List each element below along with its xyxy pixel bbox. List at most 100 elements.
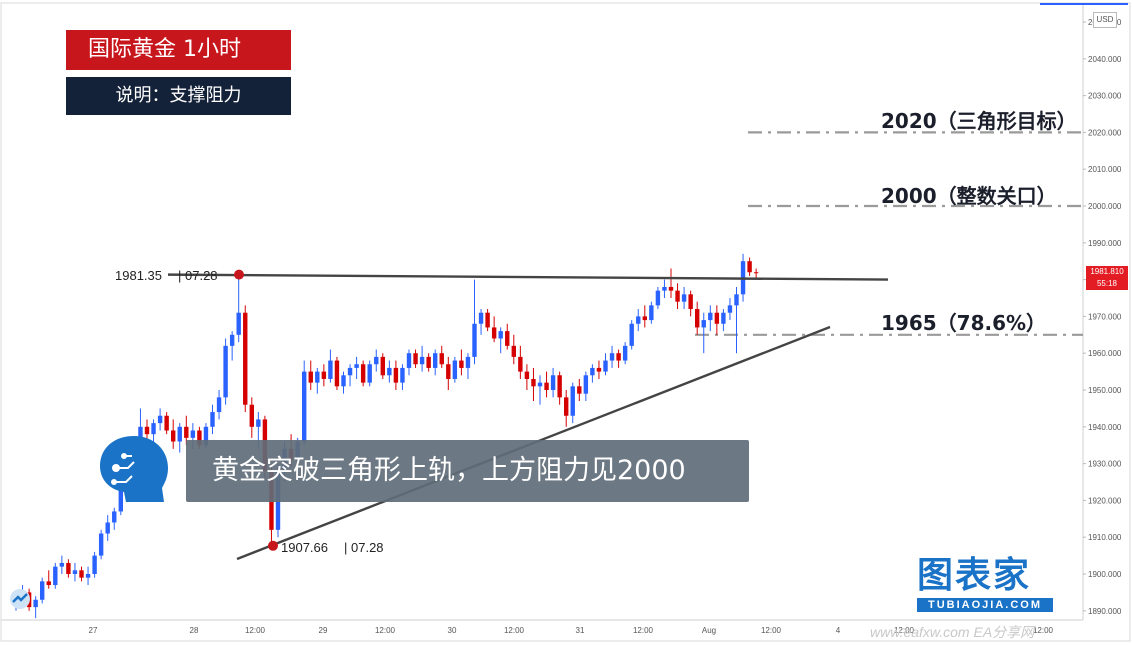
- x-tick-label: 28: [190, 626, 199, 635]
- candle: [465, 353, 471, 379]
- chart-title-badge: 国际黄金 1小时: [66, 30, 291, 70]
- y-tick-label: 1890.000: [1088, 607, 1122, 616]
- level-label-2000: 2000（整数关口）: [881, 184, 1057, 208]
- candle: [714, 305, 720, 335]
- candle-body: [347, 367, 353, 376]
- candle-body: [537, 382, 543, 387]
- candle: [347, 364, 353, 387]
- candle-body: [387, 367, 392, 376]
- candle-body: [308, 371, 313, 383]
- candle: [570, 382, 575, 424]
- candle: [668, 268, 674, 298]
- candle: [459, 349, 464, 376]
- candle-body: [184, 426, 189, 438]
- candle: [341, 371, 346, 394]
- candle-body: [446, 364, 451, 379]
- candle: [144, 419, 150, 442]
- candle-body: [478, 312, 484, 324]
- candle: [537, 375, 543, 405]
- candle: [577, 378, 582, 402]
- candle: [616, 349, 621, 368]
- candle: [151, 419, 156, 446]
- candle-body: [92, 555, 97, 574]
- candle-body: [727, 305, 733, 313]
- currency-badge[interactable]: USD: [1093, 12, 1117, 28]
- candle-body: [577, 386, 582, 394]
- candle-body: [701, 320, 706, 328]
- candle-body: [564, 397, 569, 416]
- candle-body: [164, 415, 169, 431]
- x-tick-label: 12:00: [504, 626, 525, 635]
- candle: [550, 367, 556, 398]
- analysis-caption: 黄金突破三角形上轨，上方阻力见2000: [186, 440, 749, 502]
- candle-body: [374, 356, 379, 365]
- high-date-text: 07.28: [185, 268, 218, 283]
- candle: [400, 364, 405, 390]
- candle-body: [105, 522, 110, 534]
- x-tick-label: 12:00: [245, 626, 266, 635]
- candle-body: [203, 426, 209, 446]
- candle-body: [216, 397, 222, 413]
- candle-body: [79, 570, 84, 578]
- level-label-1965: 1965（78.6%）: [881, 311, 1047, 335]
- y-tick-label: 2020.000: [1088, 128, 1122, 137]
- candle-body: [734, 294, 739, 306]
- y-tick-label: 1900.000: [1088, 570, 1122, 579]
- candle-body: [33, 599, 38, 608]
- x-tick-label: 12:00: [894, 626, 915, 635]
- candle: [112, 507, 117, 530]
- candle-body: [302, 371, 307, 442]
- logo-cn-text: 图表家: [917, 555, 1032, 596]
- candle: [596, 360, 602, 379]
- candle-body: [590, 367, 595, 376]
- low-price-label: 1907.66: [281, 540, 328, 555]
- low-date-label: | 07.28: [344, 540, 384, 555]
- candle: [216, 390, 222, 420]
- candle-body: [59, 562, 65, 567]
- candle-body: [406, 353, 412, 368]
- candle-body: [380, 356, 385, 376]
- candle: [721, 309, 726, 332]
- candle-body: [649, 305, 654, 321]
- candle-body: [511, 345, 516, 357]
- low-point-marker: [268, 540, 278, 551]
- candle-body: [151, 423, 156, 435]
- candle: [433, 349, 438, 376]
- candle: [72, 562, 78, 582]
- candle: [406, 349, 412, 376]
- candle: [360, 360, 366, 387]
- candle: [85, 566, 91, 586]
- y-tick-label: 2000.000: [1088, 202, 1122, 211]
- candle-body: [393, 367, 399, 383]
- candle-body: [223, 345, 228, 398]
- x-tick-label: 29: [319, 626, 328, 635]
- x-tick-label: 12:00: [1033, 626, 1054, 635]
- candlestick-series: [13, 253, 759, 619]
- candle-body: [609, 353, 615, 361]
- date-separator: |: [178, 268, 185, 283]
- candle: [393, 360, 399, 390]
- candle: [236, 274, 241, 343]
- current-price-value: 1981.810: [1090, 267, 1124, 276]
- candle: [622, 342, 628, 365]
- candle-body: [596, 367, 602, 372]
- candle-body: [695, 309, 700, 328]
- candle: [243, 305, 248, 413]
- candle-body: [341, 375, 346, 387]
- candle-body: [321, 371, 327, 379]
- y-tick-label: 1920.000: [1088, 496, 1122, 505]
- candle: [544, 371, 549, 398]
- current-price-tag: 1981.810 55:18: [1086, 266, 1128, 290]
- candle: [59, 555, 65, 574]
- candle-body: [616, 353, 621, 361]
- candle: [210, 404, 215, 435]
- candle-body: [708, 312, 713, 321]
- candle: [629, 320, 634, 350]
- candle: [564, 390, 569, 427]
- candle-body: [328, 360, 333, 379]
- candle-body: [531, 378, 536, 387]
- candle-body: [315, 371, 320, 383]
- candle: [590, 364, 595, 383]
- candle-body: [753, 272, 759, 274]
- bar-countdown: 55:18: [1096, 279, 1118, 288]
